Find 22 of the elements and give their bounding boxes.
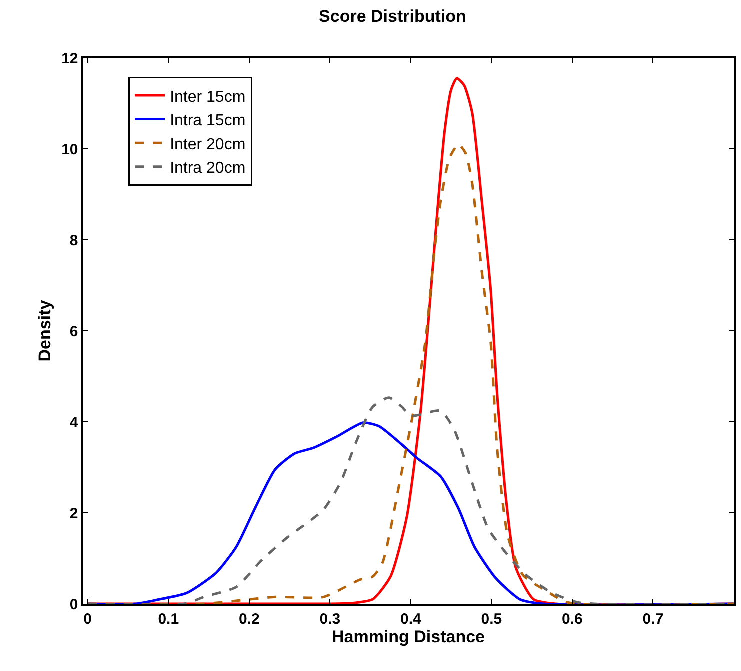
y-axis-title: Density: [36, 300, 55, 362]
chart-title: Score Distribution: [319, 6, 466, 26]
x-tick-label: 0.7: [642, 610, 664, 628]
x-tick-label: 0.2: [238, 610, 260, 628]
x-tick-label: 0.3: [320, 610, 341, 628]
y-tick-label: 2: [70, 505, 78, 522]
legend-label: Inter 20cm: [170, 136, 246, 154]
x-tick-label: 0.6: [562, 610, 583, 628]
legend-label: Intra 15cm: [170, 112, 246, 130]
y-tick-label: 8: [70, 232, 78, 250]
x-axis-title: Hamming Distance: [332, 628, 486, 647]
y-tick-label: 4: [70, 414, 79, 432]
legend-label: Intra 20cm: [170, 160, 246, 178]
y-tick-label: 10: [62, 141, 78, 158]
y-tick-label: 0: [70, 596, 78, 614]
x-tick-label: 0.4: [400, 610, 422, 628]
x-tick-label: 0.1: [158, 610, 180, 628]
y-tick-label: 12: [62, 50, 78, 68]
legend-label: Inter 15cm: [170, 88, 246, 106]
x-tick-label: 0.5: [481, 610, 502, 628]
y-tick-label: 6: [70, 323, 78, 340]
x-tick-label: 0: [84, 610, 92, 628]
